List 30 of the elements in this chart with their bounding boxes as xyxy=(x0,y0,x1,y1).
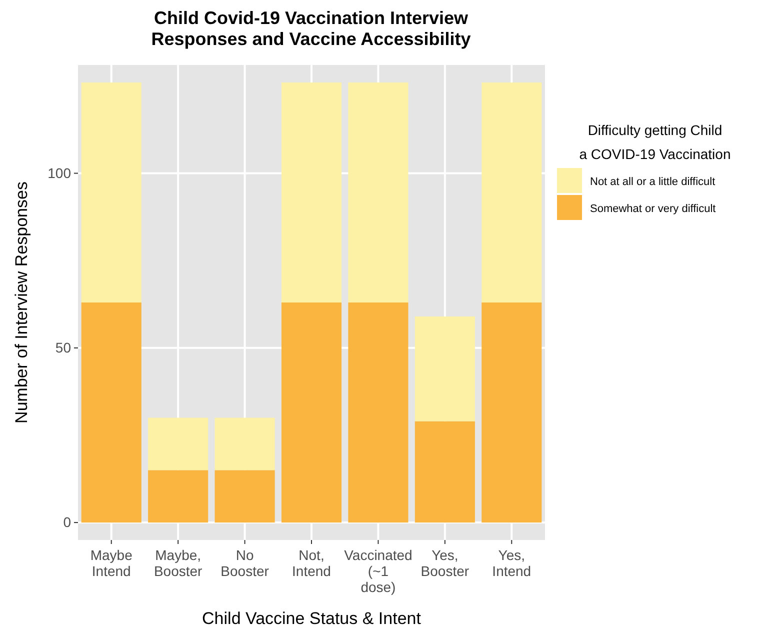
bar xyxy=(214,418,275,470)
chart-title: Child Covid-19 Vaccination Interview Responses and Vaccine Accessibility xyxy=(151,8,471,49)
bar xyxy=(348,302,408,523)
bar xyxy=(482,302,542,523)
bar xyxy=(148,418,208,470)
y-tick-label: 0 xyxy=(63,514,72,530)
bar xyxy=(81,82,142,302)
x-tick-label: Not, Intend xyxy=(292,547,331,579)
legend-title: Difficulty getting Child a COVID-19 Vaccination xyxy=(579,122,731,162)
x-tick-label: Vaccinated (~1 dose) xyxy=(344,547,412,595)
y-tick-label: 100 xyxy=(48,164,72,181)
bar xyxy=(214,470,275,523)
bar xyxy=(482,82,542,302)
bar xyxy=(81,302,142,523)
bar xyxy=(281,302,342,523)
x-tick-label: Maybe, Booster xyxy=(154,547,203,579)
x-tick-label: Maybe Intend xyxy=(90,547,133,579)
y-axis-title: Number of Interview Responses xyxy=(12,182,31,424)
x-axis-title: Child Vaccine Status & Intent xyxy=(202,609,422,628)
legend-label: Not at all or a little difficult xyxy=(590,176,716,188)
bar xyxy=(348,82,408,302)
legend-label: Somewhat or very difficult xyxy=(590,203,716,215)
y-tick-label: 50 xyxy=(55,339,72,356)
x-tick-label: No Booster xyxy=(220,547,270,579)
bar xyxy=(148,470,208,523)
x-tick-label: Yes, Intend xyxy=(492,547,532,579)
bar xyxy=(414,316,475,422)
x-tick-label: Yes, Booster xyxy=(420,547,470,579)
bar xyxy=(281,82,342,302)
bar xyxy=(414,421,475,523)
